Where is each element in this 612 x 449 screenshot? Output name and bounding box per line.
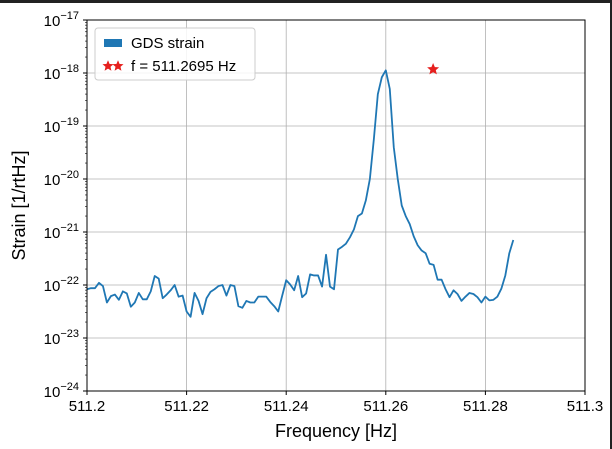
legend-swatch-peak-frequency — [102, 60, 124, 71]
x-tick-label: 511.26 — [363, 398, 408, 415]
x-tick-label: 511.22 — [164, 398, 209, 415]
series-layer — [86, 62, 515, 318]
top-border — [0, 0, 612, 3]
y-tick-label: 10−21 — [44, 222, 79, 242]
x-tick-label: 511.3 — [567, 398, 603, 415]
y-tick-label: 10−20 — [44, 169, 79, 189]
series-line-gds-strain — [86, 69, 515, 318]
y-tick-label: 10−23 — [44, 328, 79, 348]
legend-swatch-gds-strain — [104, 39, 122, 47]
legend-label-gds-strain: GDS strain — [131, 35, 204, 52]
y-tick-label: 10−18 — [44, 63, 79, 83]
legend-box — [94, 27, 256, 81]
x-axis-label: Frequency [Hz] — [275, 421, 397, 441]
plot-frame — [86, 19, 586, 392]
y-tick-label: 10−24 — [44, 381, 79, 401]
legend-star — [102, 60, 114, 71]
x-tick-label: 511.24 — [264, 398, 309, 415]
peak-marker — [427, 62, 440, 75]
legend: GDS strain f = 511.2695 Hz — [94, 27, 256, 81]
legend-star — [112, 60, 124, 71]
ticks: 10−17 10−18 10−19 10−20 10−21 10−22 10−23 10−24… — [44, 10, 604, 415]
right-border — [610, 0, 612, 449]
legend-label-peak-frequency: f = 511.2695 Hz — [131, 58, 236, 75]
y-tick-label: 10−19 — [44, 116, 79, 136]
y-tick-label: 10−22 — [44, 275, 79, 295]
y-axis-label: Strain [1/rtHz] — [9, 150, 29, 260]
y-tick-label: 10−17 — [44, 10, 79, 30]
x-tick-label: 511.28 — [463, 398, 508, 415]
x-tick-label: 511.2 — [69, 398, 105, 415]
